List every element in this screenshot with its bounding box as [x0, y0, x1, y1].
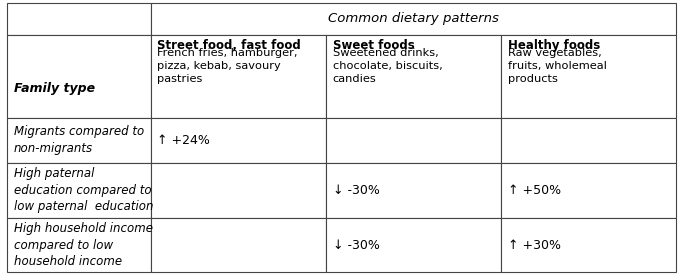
Bar [151, 218, 326, 272]
Text: Sweet foods: Sweet foods [333, 39, 415, 52]
Bar [7, 163, 151, 218]
Bar [326, 163, 501, 218]
Text: Raw vegetables,
fruits, wholemeal
products: Raw vegetables, fruits, wholemeal produc… [508, 48, 607, 84]
Text: Sweetened drinks,
chocolate, biscuits,
candies: Sweetened drinks, chocolate, biscuits, c… [333, 48, 443, 84]
Text: ↓ -30%: ↓ -30% [333, 238, 380, 252]
Text: French fries, hamburger,
pizza, kebab, savoury
pastries: French fries, hamburger, pizza, kebab, s… [157, 48, 298, 84]
Bar [151, 3, 676, 35]
Text: ↑ +24%: ↑ +24% [157, 134, 210, 147]
Bar [151, 163, 326, 218]
Text: ↑ +50%: ↑ +50% [508, 184, 561, 197]
Bar [326, 118, 501, 163]
Bar [501, 35, 676, 118]
Bar [7, 118, 151, 163]
Bar [326, 35, 501, 118]
Text: ↑ +30%: ↑ +30% [508, 238, 561, 252]
Text: Family type: Family type [14, 82, 95, 95]
Bar [501, 163, 676, 218]
Text: Common dietary patterns: Common dietary patterns [328, 12, 499, 25]
Bar [151, 118, 326, 163]
Bar [501, 118, 676, 163]
Text: Street food, fast food: Street food, fast food [157, 39, 301, 52]
Text: ↓ -30%: ↓ -30% [333, 184, 380, 197]
Bar [326, 218, 501, 272]
Bar [501, 218, 676, 272]
Text: Migrants compared to
non-migrants: Migrants compared to non-migrants [14, 125, 144, 155]
Bar [7, 3, 151, 35]
Text: Healthy foods: Healthy foods [508, 39, 600, 52]
Bar [151, 35, 326, 118]
Bar [7, 35, 151, 118]
Bar [7, 218, 151, 272]
Text: High paternal
education compared to
low paternal  education: High paternal education compared to low … [14, 167, 153, 213]
Text: High household income
compared to low
household income: High household income compared to low ho… [14, 222, 152, 268]
